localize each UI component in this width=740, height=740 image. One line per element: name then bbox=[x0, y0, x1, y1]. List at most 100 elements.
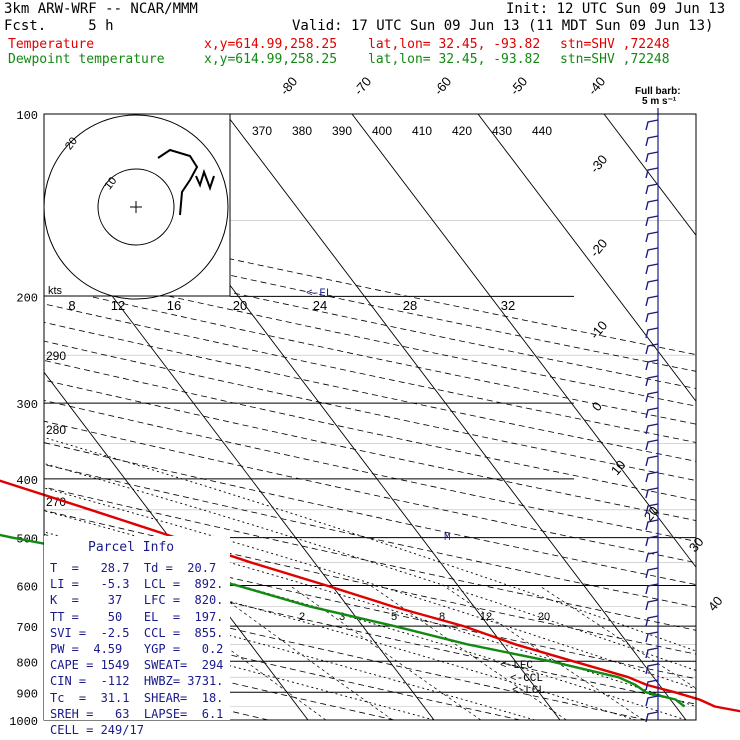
hodograph-trace-lower bbox=[195, 168, 215, 191]
moist-adiabat bbox=[44, 463, 696, 671]
theta-label: 400 bbox=[372, 124, 392, 138]
temperature-profile bbox=[0, 479, 740, 713]
wind-barb bbox=[645, 551, 659, 563]
pressure-label: 400 bbox=[16, 474, 38, 488]
isotherm-label: -30 bbox=[587, 152, 611, 176]
pressure-label: 300 bbox=[16, 398, 38, 412]
dry-adiabat bbox=[44, 285, 696, 425]
wind-barb bbox=[645, 663, 659, 675]
wind-barb bbox=[645, 375, 659, 387]
wind-barb bbox=[645, 327, 659, 339]
forecast-hour: Fcst. 5 h bbox=[4, 18, 114, 34]
isotherm bbox=[225, 114, 687, 720]
wind-barb bbox=[645, 135, 659, 147]
wind-barb bbox=[645, 183, 659, 195]
theta-label-low: 270 bbox=[46, 495, 66, 509]
theta-label-low: 280 bbox=[46, 423, 66, 437]
dry-adiabat bbox=[44, 321, 696, 462]
wind-barb bbox=[645, 599, 659, 611]
plot-frame bbox=[43, 113, 697, 721]
parcel-info-row: T = 28.7 Td = 20.7 bbox=[50, 561, 217, 575]
wind-barb bbox=[645, 423, 659, 435]
wind-scale-tick: 28 bbox=[403, 298, 417, 313]
profiles bbox=[0, 479, 740, 713]
melting-level-marker: M bbox=[444, 532, 451, 544]
wind-barb bbox=[645, 519, 659, 531]
wind-barb bbox=[645, 343, 659, 355]
hodograph-trace bbox=[157, 148, 199, 216]
isotherm bbox=[730, 114, 740, 720]
wind-barb bbox=[645, 583, 659, 595]
lfc-marker: <-LFC bbox=[500, 660, 533, 672]
isotherm bbox=[477, 114, 696, 402]
pressure-label: 200 bbox=[16, 291, 38, 305]
mixing-ratio-label: 2 bbox=[299, 611, 305, 623]
wind-barb bbox=[645, 439, 659, 451]
wind-barb bbox=[645, 455, 659, 467]
wind-barb bbox=[645, 471, 659, 483]
theta-label: 430 bbox=[492, 124, 512, 138]
wind-scale-tick: 32 bbox=[501, 298, 515, 313]
wind-scale-tick: 8 bbox=[68, 298, 75, 313]
wind-scale-tick: 16 bbox=[167, 298, 181, 313]
init-time: Init: 12 UTC Sun 09 Jun 13 bbox=[506, 1, 726, 17]
mixing-ratio-label: 12 bbox=[480, 611, 492, 623]
dry-adiabat bbox=[44, 234, 696, 372]
parcel-info-row: TT = 50 EL = 197. bbox=[50, 609, 224, 624]
dry-adiabat bbox=[44, 584, 647, 720]
mixing-ratio-line bbox=[370, 585, 567, 720]
wind-barb bbox=[645, 631, 659, 643]
wind-barb bbox=[645, 151, 659, 163]
barb-legend-label: Full barb: bbox=[635, 86, 681, 97]
mixing-ratio-label: 3 bbox=[339, 611, 345, 623]
wind-barb bbox=[645, 231, 659, 243]
moist-adiabat bbox=[44, 510, 696, 708]
mixing-ratio-labels: 2 3 5 8 12 20 bbox=[299, 611, 550, 623]
station-readout-temp: stn=SHV ,72248 bbox=[560, 37, 670, 52]
hodograph: 10 20 bbox=[43, 113, 231, 300]
wind-barb bbox=[645, 711, 659, 723]
parcel-info-row: K = 37 LFC = 820. bbox=[50, 593, 224, 608]
wind-barb bbox=[645, 615, 659, 627]
parcel-info-row: CIN = -112 HWBZ= 3731. bbox=[50, 674, 224, 689]
barb-legend-unit: 5 m s⁻¹ bbox=[642, 96, 677, 107]
model-title: 3km ARW-WRF -- NCAR/MMM bbox=[4, 1, 198, 17]
theta-label: 390 bbox=[332, 124, 352, 138]
theta-label: 410 bbox=[412, 124, 432, 138]
wind-barb bbox=[645, 215, 659, 227]
moist-adiabat bbox=[44, 487, 696, 690]
wind-barb bbox=[645, 535, 659, 547]
wind-barb bbox=[645, 295, 659, 307]
wind-scale-label: kts bbox=[48, 285, 63, 297]
pressure-label: 1000 bbox=[9, 715, 38, 729]
isotherm-label: -50 bbox=[507, 74, 531, 98]
hodograph-ring-label-20: 20 bbox=[63, 135, 80, 152]
wind-scale: kts 8 12 16 20 24 28 32 bbox=[48, 285, 515, 313]
wind-barb bbox=[645, 279, 659, 291]
wind-barb bbox=[645, 391, 659, 403]
theta-label: 370 bbox=[252, 124, 272, 138]
parcel-info-title: Parcel Info bbox=[88, 540, 175, 555]
legend-dewpoint: Dewpoint temperature bbox=[8, 52, 165, 67]
theta-label-low: 290 bbox=[46, 349, 66, 363]
mixing-ratio-line bbox=[206, 585, 393, 720]
latlon-readout-temp: lat,lon= 32.45, -93.82 bbox=[368, 37, 541, 52]
dry-adiabat bbox=[44, 303, 696, 443]
mixing-ratio-label: 20 bbox=[538, 611, 550, 623]
isotherm-label: -60 bbox=[431, 74, 455, 98]
lcl-marker: <-LCL bbox=[512, 685, 545, 697]
hodograph-frame bbox=[43, 113, 231, 297]
pressure-label: 600 bbox=[16, 581, 38, 595]
wind-barb bbox=[645, 407, 659, 419]
pressure-label: 900 bbox=[16, 687, 38, 701]
isotherm bbox=[603, 114, 696, 236]
latlon-readout-dew: lat,lon= 32.45, -93.82 bbox=[368, 52, 541, 67]
wind-barb bbox=[645, 199, 659, 211]
parcel-info-row: PW = 4.59 YGP = 0.2 bbox=[50, 642, 224, 656]
wind-scale-tick: 24 bbox=[313, 298, 327, 313]
wind-barb bbox=[645, 167, 659, 179]
hodograph-ring-label-10: 10 bbox=[102, 175, 119, 192]
